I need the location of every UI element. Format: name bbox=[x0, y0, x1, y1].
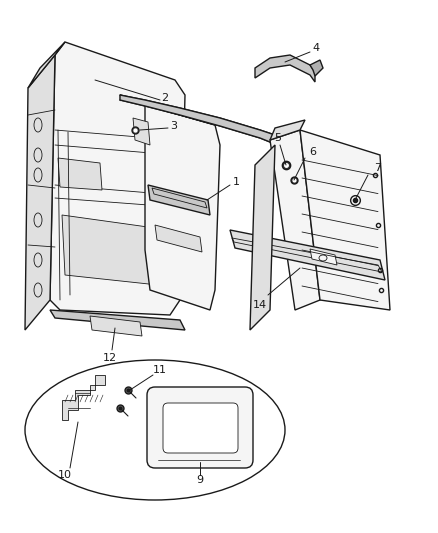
Text: 6: 6 bbox=[310, 147, 317, 157]
Polygon shape bbox=[310, 249, 337, 265]
Polygon shape bbox=[155, 225, 202, 252]
Polygon shape bbox=[300, 130, 390, 310]
Polygon shape bbox=[90, 316, 142, 336]
Polygon shape bbox=[145, 105, 220, 310]
Polygon shape bbox=[133, 118, 150, 145]
Text: 10: 10 bbox=[58, 470, 72, 480]
Polygon shape bbox=[62, 375, 105, 420]
Polygon shape bbox=[255, 55, 315, 82]
Polygon shape bbox=[120, 95, 295, 155]
Text: 4: 4 bbox=[312, 43, 320, 53]
Text: 5: 5 bbox=[275, 133, 282, 143]
Polygon shape bbox=[148, 185, 210, 215]
Polygon shape bbox=[310, 60, 323, 76]
Text: 11: 11 bbox=[153, 365, 167, 375]
Text: 3: 3 bbox=[170, 121, 177, 131]
Polygon shape bbox=[270, 130, 320, 310]
Polygon shape bbox=[25, 55, 55, 330]
FancyBboxPatch shape bbox=[147, 387, 253, 468]
Ellipse shape bbox=[25, 360, 285, 500]
Text: 7: 7 bbox=[374, 163, 381, 173]
Text: 9: 9 bbox=[196, 475, 204, 485]
Polygon shape bbox=[58, 158, 102, 190]
Polygon shape bbox=[50, 310, 185, 330]
Polygon shape bbox=[250, 145, 275, 330]
Polygon shape bbox=[120, 95, 215, 125]
Polygon shape bbox=[62, 215, 158, 285]
Polygon shape bbox=[270, 120, 305, 140]
Text: 14: 14 bbox=[253, 300, 267, 310]
Text: 1: 1 bbox=[233, 177, 240, 187]
Polygon shape bbox=[230, 230, 385, 280]
Polygon shape bbox=[28, 42, 65, 88]
Polygon shape bbox=[50, 42, 185, 315]
FancyBboxPatch shape bbox=[163, 403, 238, 453]
Text: 2: 2 bbox=[162, 93, 169, 103]
Text: 12: 12 bbox=[103, 353, 117, 363]
